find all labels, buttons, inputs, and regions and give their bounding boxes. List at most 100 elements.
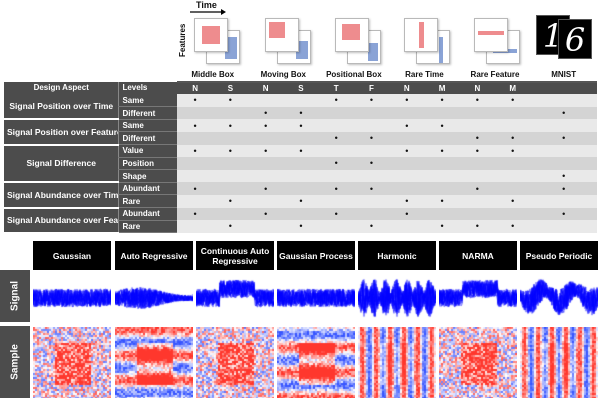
level-code-header: F xyxy=(353,81,390,95)
empty-cell xyxy=(248,220,284,233)
group-header: Middle Box xyxy=(177,69,249,83)
empty-cell xyxy=(495,106,531,120)
check-mark-cell: • xyxy=(283,220,319,233)
empty-cell xyxy=(459,119,495,132)
check-mark-cell: • xyxy=(459,182,495,195)
empty-cell xyxy=(318,169,354,183)
level-code-header: N xyxy=(459,81,495,95)
level-code-header: N xyxy=(177,81,213,95)
level-code-header: S xyxy=(212,81,249,95)
time-arrow-icon xyxy=(190,9,226,15)
levels-header: Levels xyxy=(118,81,178,95)
empty-cell xyxy=(530,94,597,107)
check-mark-cell: • xyxy=(318,182,354,195)
check-mark-cell: • xyxy=(318,207,354,221)
check-mark-cell: • xyxy=(389,207,425,221)
empty-cell xyxy=(353,207,390,221)
empty-cell xyxy=(389,182,425,195)
empty-cell xyxy=(459,169,495,183)
empty-cell xyxy=(389,169,425,183)
rare-time-icon xyxy=(400,14,452,66)
empty-cell xyxy=(459,157,495,170)
design-aspect-cell: Signal Position over Time xyxy=(4,94,119,121)
level-code-header: T xyxy=(318,81,354,95)
design-aspect-table: Middle Box Moving Box Positional Box Rare T… xyxy=(4,69,597,240)
check-mark-cell: • xyxy=(177,144,213,158)
empty-cell xyxy=(283,169,319,183)
empty-cell xyxy=(283,94,319,107)
table-row: Signal Abundance over FeaturesAbundant••… xyxy=(4,207,597,234)
empty-cell xyxy=(283,182,319,195)
empty-cell xyxy=(530,194,597,208)
empty-cell xyxy=(248,94,284,107)
check-mark-cell: • xyxy=(424,144,460,158)
dataset-header: Continuous Auto Regressive xyxy=(196,241,274,270)
signal-plot xyxy=(358,272,436,320)
sample-row-label: Sample xyxy=(0,326,30,398)
empty-cell xyxy=(353,169,390,183)
check-mark-cell: • xyxy=(212,220,249,233)
check-mark-cell: • xyxy=(283,144,319,158)
sample-heatmap xyxy=(439,327,517,398)
empty-cell xyxy=(389,106,425,120)
check-mark-cell: • xyxy=(530,169,597,183)
check-mark-cell: • xyxy=(318,131,354,145)
check-mark-cell: • xyxy=(283,119,319,132)
level-cell: Rare xyxy=(118,194,178,209)
check-mark-cell: • xyxy=(424,94,460,107)
table-row: Position • • xyxy=(4,157,597,171)
sample-heatmap xyxy=(33,327,111,398)
empty-cell xyxy=(318,220,354,233)
group-header: MNIST xyxy=(530,69,597,83)
level-cell: Rare xyxy=(118,220,178,234)
sample-heatmap xyxy=(115,327,193,398)
check-mark-cell: • xyxy=(459,144,495,158)
sample-heatmap xyxy=(277,327,355,398)
signal-row-label: Signal xyxy=(0,270,30,322)
design-aspect-cell: Signal Abundance over Time xyxy=(4,182,119,209)
sample-heatmap xyxy=(358,327,436,398)
table-row: Different • • • • • xyxy=(4,131,597,146)
empty-cell xyxy=(530,144,597,158)
middle-box-icon xyxy=(190,14,242,66)
level-code-header: M xyxy=(495,81,531,95)
check-mark-cell: • xyxy=(248,207,284,221)
check-mark-cell: • xyxy=(248,182,284,195)
sample-heatmap xyxy=(520,327,598,398)
level-cell: Position xyxy=(118,157,178,171)
empty-cell xyxy=(424,169,460,183)
time-axis-label: Time xyxy=(196,0,217,10)
check-mark-cell: • xyxy=(495,220,531,233)
table-row: Signal Difference Value • • • • • • • • xyxy=(4,144,597,184)
table-row: Shape • xyxy=(4,169,597,183)
table-row: Rare • • • • • xyxy=(4,194,597,209)
check-mark-cell: • xyxy=(177,94,213,107)
empty-cell xyxy=(283,207,319,221)
features-axis-label: Features xyxy=(178,23,187,57)
empty-cell xyxy=(177,106,213,120)
level-code-header: S xyxy=(283,81,319,95)
check-mark-cell: • xyxy=(495,131,531,145)
sample-heatmap xyxy=(196,327,274,398)
empty-cell xyxy=(495,182,531,195)
empty-cell xyxy=(353,194,390,208)
table-row: Signal Position over Features Same • • • • • • xyxy=(4,119,597,146)
empty-cell xyxy=(248,169,284,183)
empty-cell xyxy=(212,106,249,120)
signal-plot xyxy=(196,272,274,320)
empty-cell xyxy=(495,207,531,221)
empty-cell xyxy=(177,169,213,183)
mnist-icon: 1 6 xyxy=(536,15,594,59)
empty-cell xyxy=(424,157,460,170)
check-mark-cell: • xyxy=(283,194,319,208)
moving-box-icon xyxy=(261,14,313,66)
check-mark-cell: • xyxy=(283,106,319,120)
empty-cell xyxy=(530,220,597,233)
empty-cell xyxy=(212,131,249,145)
check-mark-cell: • xyxy=(424,194,460,208)
empty-cell xyxy=(318,106,354,120)
check-mark-cell: • xyxy=(424,119,460,132)
empty-cell xyxy=(283,157,319,170)
dataset-header: Gaussian xyxy=(33,241,111,270)
check-mark-cell: • xyxy=(389,94,425,107)
